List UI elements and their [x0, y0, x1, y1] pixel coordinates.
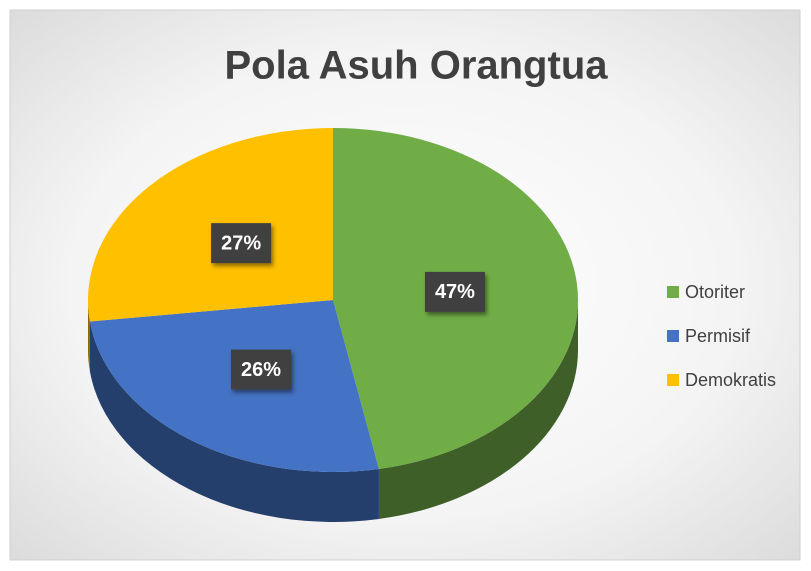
legend-swatch: [667, 286, 679, 298]
pie: 47% 26% 27%: [87, 128, 579, 523]
pie-slice-side: [89, 321, 379, 523]
legend-label: Permisif: [685, 326, 751, 346]
data-label-box: [424, 271, 485, 312]
data-label: 27%: [221, 232, 261, 254]
chart-title: Pola Asuh Orangtua: [224, 44, 608, 88]
pie-slice-side: [378, 300, 578, 519]
data-label: 26%: [241, 359, 281, 381]
data-label-box: [211, 223, 272, 264]
legend-swatch: [667, 330, 679, 342]
pie-slice: [87, 128, 333, 322]
legend: Otoriter Permisif Demokratis: [667, 282, 776, 390]
data-label-box: [230, 349, 291, 390]
legend-label: Demokratis: [685, 370, 776, 390]
data-label: 47%: [435, 281, 475, 303]
legend-label: Otoriter: [685, 282, 745, 302]
pie-slice-side: [88, 300, 90, 372]
legend-swatch: [667, 374, 679, 386]
